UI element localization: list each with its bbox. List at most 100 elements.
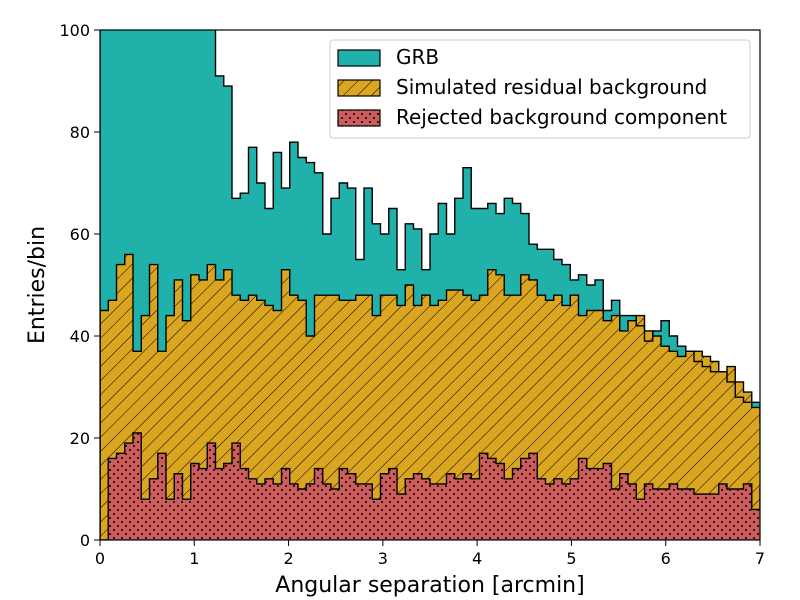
bar-pattern: [685, 351, 695, 540]
bar-pattern: [413, 305, 423, 540]
bar-pattern: [273, 483, 282, 540]
bar-pattern: [727, 489, 736, 540]
bar-pattern: [504, 295, 513, 540]
bar-pattern: [578, 315, 588, 540]
bar: [182, 30, 192, 540]
bar-pattern: [446, 473, 456, 540]
bar-pattern: [331, 295, 340, 540]
y-tick-label: 0: [80, 531, 90, 550]
x-tick-label: 0: [95, 549, 105, 568]
bar-pattern: [355, 295, 365, 540]
bar-pattern: [108, 458, 117, 540]
bar-pattern: [735, 489, 744, 540]
bar-pattern: [306, 483, 315, 540]
x-tick-label: 4: [472, 549, 482, 568]
y-tick-label: 60: [70, 225, 90, 244]
bar-pattern: [273, 310, 282, 540]
plot-frame: [99, 29, 761, 541]
bar-pattern: [710, 361, 720, 540]
bar-pattern: [677, 489, 687, 540]
bar-pattern: [322, 295, 332, 540]
bar-pattern: [529, 279, 538, 540]
bar-pattern: [768, 418, 777, 540]
bar-pattern: [619, 330, 629, 540]
histogram-bars: [100, 30, 794, 540]
bar-pattern: [281, 468, 291, 540]
bar: [760, 423, 769, 540]
bar-pattern: [496, 274, 505, 540]
bar-pattern: [652, 489, 662, 540]
bar-pattern: [430, 305, 439, 540]
bar-pattern: [512, 468, 522, 540]
bar-pattern: [314, 295, 324, 540]
bar-pattern: [405, 478, 414, 540]
x-axis-label: Angular separation [arcmin]: [275, 573, 584, 598]
bar-pattern: [421, 478, 431, 540]
x-tick-label: 5: [566, 549, 576, 568]
bar-pattern: [785, 423, 794, 540]
bar-pattern: [644, 330, 654, 540]
bar-pattern: [364, 483, 373, 540]
bar-pattern: [702, 356, 711, 540]
bar-pattern: [190, 274, 200, 540]
bar-pattern: [652, 336, 662, 540]
bar-pattern: [553, 295, 563, 540]
bar-pattern: [157, 351, 167, 540]
y-tick-label: 100: [59, 21, 90, 40]
bar: [108, 30, 117, 540]
bar-pattern: [380, 295, 390, 540]
bar-pattern: [611, 489, 621, 540]
bar-pattern: [215, 468, 225, 540]
bar-pattern: [322, 483, 332, 540]
bar-pattern: [694, 494, 703, 540]
series-2-bars: [108, 432, 794, 540]
bar-pattern: [223, 269, 233, 540]
bar-pattern: [537, 295, 546, 540]
legend-label: Simulated residual background: [396, 75, 707, 99]
bar-pattern: [479, 453, 489, 540]
bar-pattern: [339, 468, 348, 540]
bar-pattern: [751, 509, 760, 540]
bar: [785, 494, 794, 540]
bar-pattern: [463, 473, 472, 540]
bar-pattern: [182, 499, 192, 540]
bar-pattern: [397, 494, 406, 540]
bar-pattern: [785, 494, 794, 540]
bar-pattern: [182, 320, 192, 540]
bar-pattern: [100, 310, 109, 540]
bar-pattern: [628, 483, 637, 540]
bar-pattern: [677, 356, 687, 540]
bar-pattern: [743, 483, 753, 540]
bar-pattern: [265, 478, 274, 540]
bar-pattern: [199, 468, 208, 540]
bar-pattern: [339, 300, 348, 540]
bar-pattern: [314, 468, 324, 540]
bar-pattern: [446, 290, 456, 540]
bar-pattern: [661, 346, 670, 540]
bar-pattern: [545, 300, 555, 540]
bar-pattern: [256, 300, 266, 540]
bar-pattern: [232, 443, 241, 540]
bar-pattern: [463, 295, 472, 540]
bar-pattern: [256, 483, 266, 540]
bar-pattern: [438, 300, 447, 540]
legend-label: Rejected background component: [396, 105, 727, 129]
bar-pattern: [545, 483, 555, 540]
bar-pattern: [735, 381, 744, 540]
bar-pattern: [248, 295, 258, 540]
legend-swatch: [337, 49, 381, 67]
bar-pattern: [578, 458, 588, 540]
bar-pattern: [413, 473, 423, 540]
bar: [133, 30, 142, 540]
bar-pattern: [149, 264, 159, 540]
bar-pattern: [487, 269, 497, 540]
x-tick-label: 1: [189, 549, 199, 568]
y-axis-label: Entries/bin: [25, 226, 50, 344]
bar-pattern: [777, 504, 786, 540]
series-1-bars: [100, 254, 794, 540]
bar-pattern: [199, 279, 208, 540]
y-tick-label: 80: [70, 123, 90, 142]
bar-pattern: [166, 499, 175, 540]
y-axis-ticks: 0 20 40 60 80 100: [59, 21, 100, 550]
